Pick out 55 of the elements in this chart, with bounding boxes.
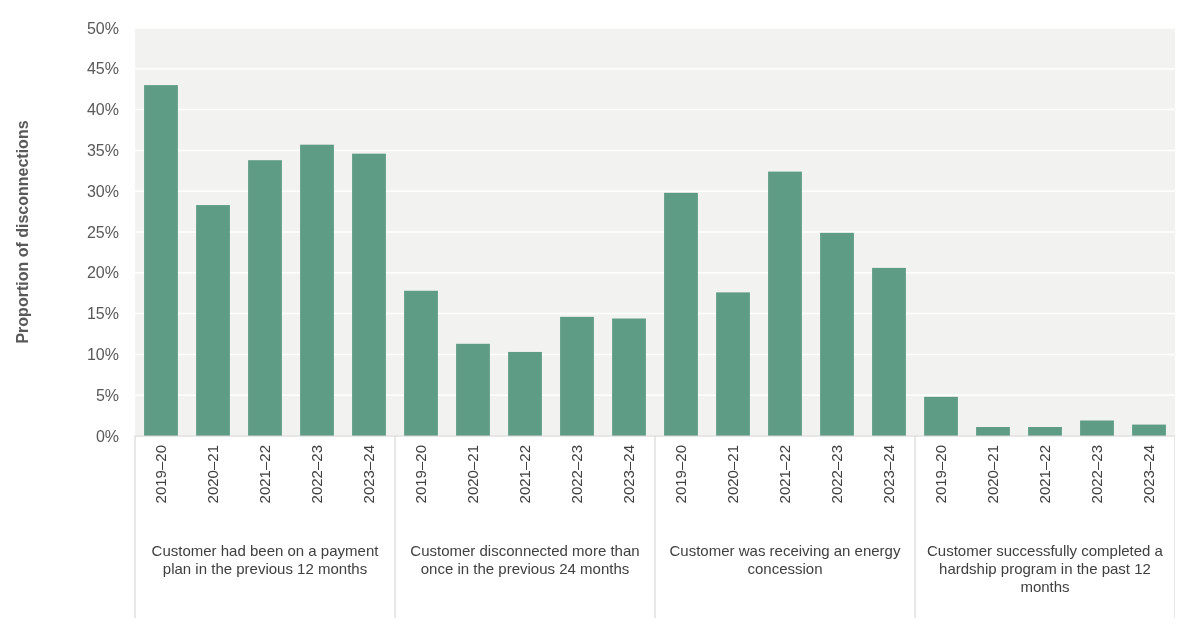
- x-tick-label: 2020–21: [724, 445, 742, 504]
- y-tick-label: 35%: [86, 142, 119, 159]
- x-tick-label: 2022–23: [828, 445, 846, 504]
- bar: [924, 396, 958, 436]
- x-tick-label: 2019–20: [932, 445, 950, 504]
- bar: [820, 232, 854, 436]
- x-tick-label: 2019–20: [412, 445, 430, 504]
- y-tick-label: 45%: [86, 60, 119, 78]
- y-tick-label: 10%: [86, 346, 119, 363]
- bar: [300, 144, 334, 436]
- text: Customer disconnected more than once in the previous 24 months: [410, 542, 640, 577]
- bar: [872, 267, 906, 436]
- bar: [508, 351, 542, 436]
- y-tick-label: 15%: [86, 305, 119, 323]
- bar: [768, 171, 802, 436]
- bar: [196, 205, 230, 436]
- y-tick-label: 0%: [95, 427, 119, 445]
- text: Customer was receiving an energy concession: [669, 542, 901, 577]
- x-tick-label: 2020–21: [984, 445, 1002, 504]
- x-tick-label: 2021–22: [256, 445, 274, 504]
- text: Customer successfully completed a hardship program in the past 12 months: [927, 542, 1164, 595]
- x-tick-label: 2019–20: [672, 445, 690, 504]
- x-tick-label: 2020–21: [464, 445, 482, 504]
- bar: [612, 318, 646, 436]
- bar: [144, 85, 178, 436]
- text: Customer had been on a payment plan in the previous 12 months: [151, 542, 380, 577]
- x-tick-label: 2021–22: [516, 445, 534, 504]
- x-tick-label: 2021–22: [776, 445, 794, 504]
- x-tick-label: 2023–24: [620, 445, 638, 504]
- y-tick-label: 30%: [86, 182, 119, 200]
- x-tick-label: 2019–20: [152, 445, 170, 504]
- y-tick-label: 40%: [86, 101, 119, 119]
- bar: [664, 192, 698, 436]
- bar: [456, 343, 490, 436]
- y-tick-label: 5%: [95, 386, 119, 404]
- bar: [1028, 427, 1062, 436]
- bar: [404, 290, 438, 436]
- y-tick-label: 25%: [86, 223, 119, 241]
- x-tick-label: 2023–24: [360, 445, 378, 504]
- bar: [248, 160, 282, 436]
- x-tick-label: 2022–23: [568, 445, 586, 504]
- x-tick-label: 2022–23: [1088, 445, 1106, 504]
- y-axis-title: Proportion of disconnections: [14, 120, 31, 344]
- bar: [716, 292, 750, 436]
- y-tick-label: 50%: [86, 19, 119, 37]
- x-tick-label: 2022–23: [308, 445, 326, 504]
- bar: [1080, 420, 1114, 436]
- bar: [352, 153, 386, 436]
- bar: [560, 316, 594, 436]
- x-tick-label: 2023–24: [1140, 445, 1158, 504]
- x-tick-label: 2020–21: [204, 445, 222, 504]
- y-tick-label: 20%: [86, 264, 119, 282]
- bar: [976, 427, 1010, 436]
- x-tick-label: 2023–24: [880, 445, 898, 504]
- x-tick-label: 2021–22: [1036, 445, 1054, 504]
